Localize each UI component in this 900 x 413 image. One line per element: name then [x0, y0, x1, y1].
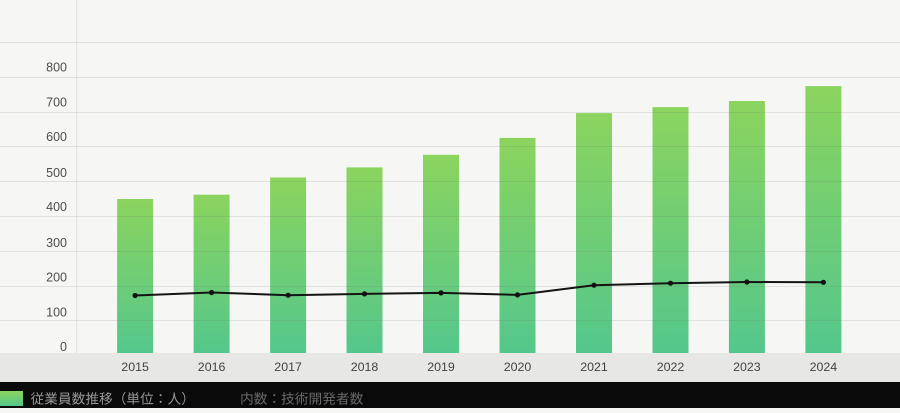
svg-text:2019: 2019: [427, 360, 455, 374]
svg-text:2021: 2021: [580, 360, 608, 374]
svg-text:2017: 2017: [274, 360, 302, 374]
svg-text:400: 400: [46, 200, 67, 214]
svg-text:2024: 2024: [810, 360, 838, 374]
svg-text:200: 200: [46, 270, 67, 284]
svg-text:2022: 2022: [657, 360, 685, 374]
svg-text:2016: 2016: [198, 360, 226, 374]
svg-text:0: 0: [60, 340, 67, 354]
svg-text:500: 500: [46, 166, 67, 180]
svg-text:800: 800: [46, 61, 67, 75]
svg-text:300: 300: [46, 236, 67, 250]
svg-text:700: 700: [46, 96, 67, 110]
svg-text:2020: 2020: [504, 360, 532, 374]
svg-text:2015: 2015: [121, 360, 149, 374]
svg-text:2018: 2018: [351, 360, 379, 374]
svg-text:2023: 2023: [733, 360, 761, 374]
svg-text:600: 600: [46, 130, 67, 144]
svg-text:100: 100: [46, 305, 67, 319]
